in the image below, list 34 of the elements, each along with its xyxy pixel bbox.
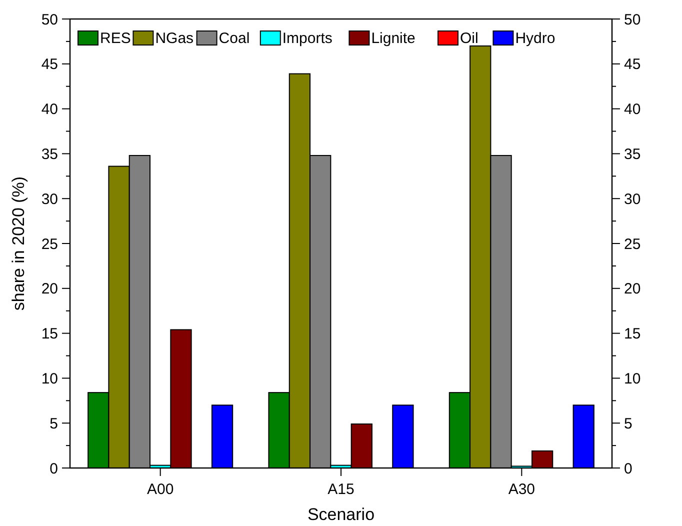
y2-tick-label: 30 bbox=[624, 190, 641, 208]
legend-label: Hydro bbox=[515, 30, 556, 47]
y2-tick-label: 15 bbox=[624, 326, 641, 343]
y2-tick-label: 45 bbox=[624, 56, 641, 74]
legend-label: Coal bbox=[218, 30, 250, 47]
y2-tick-label: 40 bbox=[624, 101, 641, 118]
legend-label: Imports bbox=[282, 30, 332, 47]
y2-tick-label: 20 bbox=[624, 280, 641, 298]
x-tick-label: A30 bbox=[508, 481, 536, 498]
legend-label: Lignite bbox=[371, 30, 416, 47]
y-tick-label: 25 bbox=[41, 236, 58, 253]
y-tick-label: 45 bbox=[41, 56, 58, 74]
y-tick-label: 30 bbox=[41, 190, 58, 208]
y2-tick-label: 50 bbox=[624, 11, 641, 28]
y2-tick-label: 25 bbox=[624, 236, 641, 253]
legend-label: Oil bbox=[460, 30, 478, 47]
x-axis-title: Scenario bbox=[307, 505, 375, 524]
y-tick-label: 50 bbox=[41, 11, 58, 28]
y-tick-label: 35 bbox=[41, 146, 58, 163]
y2-tick-label: 5 bbox=[624, 415, 632, 432]
y-tick-label: 0 bbox=[50, 460, 58, 478]
y2-tick-label: 10 bbox=[624, 370, 641, 388]
y-axis-title: share in 2020 (%) bbox=[9, 176, 28, 311]
legend-label: NGas bbox=[155, 30, 194, 47]
legend-label: RES bbox=[100, 30, 131, 47]
y2-tick-label: 0 bbox=[624, 460, 632, 478]
y-tick-label: 5 bbox=[50, 415, 58, 432]
x-tick-label: A00 bbox=[146, 481, 174, 498]
y-tick-label: 20 bbox=[41, 280, 58, 298]
y-tick-label: 15 bbox=[41, 326, 58, 343]
y-tick-label: 10 bbox=[41, 370, 58, 388]
y2-tick-label: 35 bbox=[624, 146, 641, 163]
y-tick-label: 40 bbox=[41, 101, 58, 118]
x-tick-label: A15 bbox=[328, 481, 354, 498]
